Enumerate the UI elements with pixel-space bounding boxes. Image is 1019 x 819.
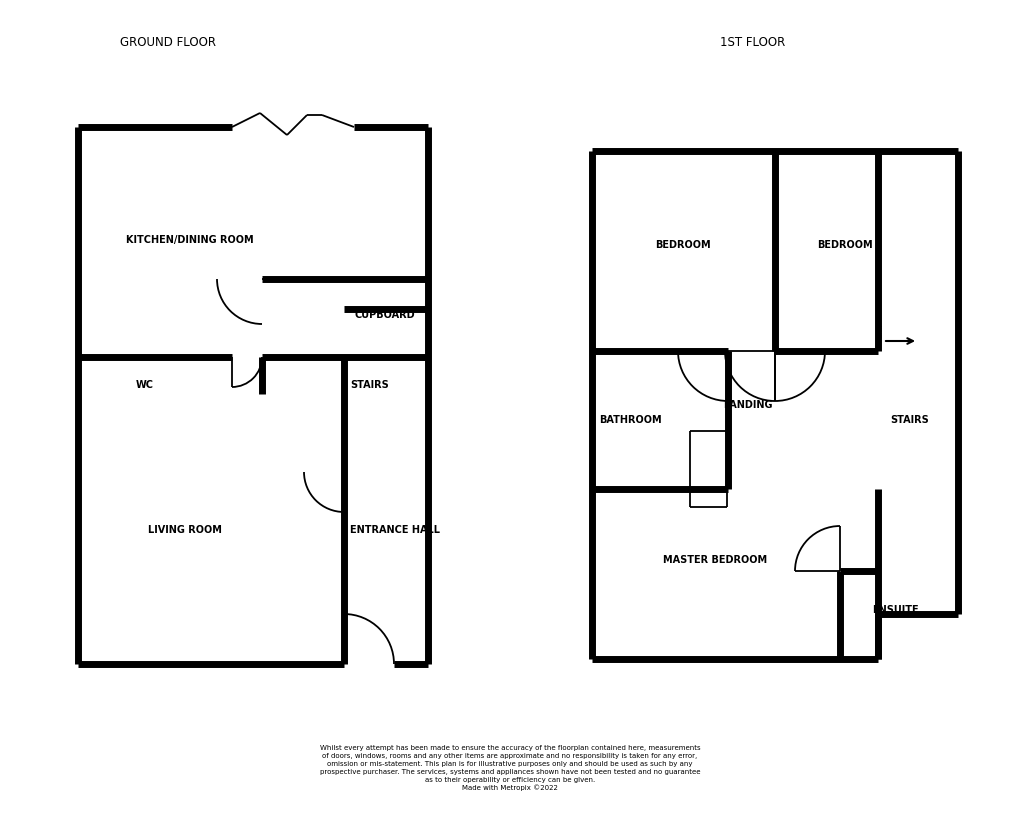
Text: Whilst every attempt has been made to ensure the accuracy of the floorplan conta: Whilst every attempt has been made to en… <box>319 744 700 790</box>
Text: KITCHEN/DINING ROOM: KITCHEN/DINING ROOM <box>126 235 254 245</box>
Text: ENSUITE: ENSUITE <box>871 604 917 614</box>
Text: BEDROOM: BEDROOM <box>654 240 710 250</box>
Text: CUPBOARD: CUPBOARD <box>355 310 415 319</box>
Text: GROUND FLOOR: GROUND FLOOR <box>120 35 216 48</box>
Text: LIVING ROOM: LIVING ROOM <box>148 524 222 534</box>
Text: LANDING: LANDING <box>722 400 772 410</box>
Text: MASTER BEDROOM: MASTER BEDROOM <box>662 554 766 564</box>
Text: STAIRS: STAIRS <box>890 414 928 424</box>
Text: BEDROOM: BEDROOM <box>816 240 872 250</box>
Text: WC: WC <box>136 379 154 390</box>
Text: STAIR: STAIR <box>878 324 883 337</box>
Text: 1ST FLOOR: 1ST FLOOR <box>719 35 785 48</box>
Text: STAIRS: STAIRS <box>351 379 389 390</box>
Text: BATHROOM: BATHROOM <box>598 414 660 424</box>
Text: ENTRANCE HALL: ENTRANCE HALL <box>350 524 439 534</box>
